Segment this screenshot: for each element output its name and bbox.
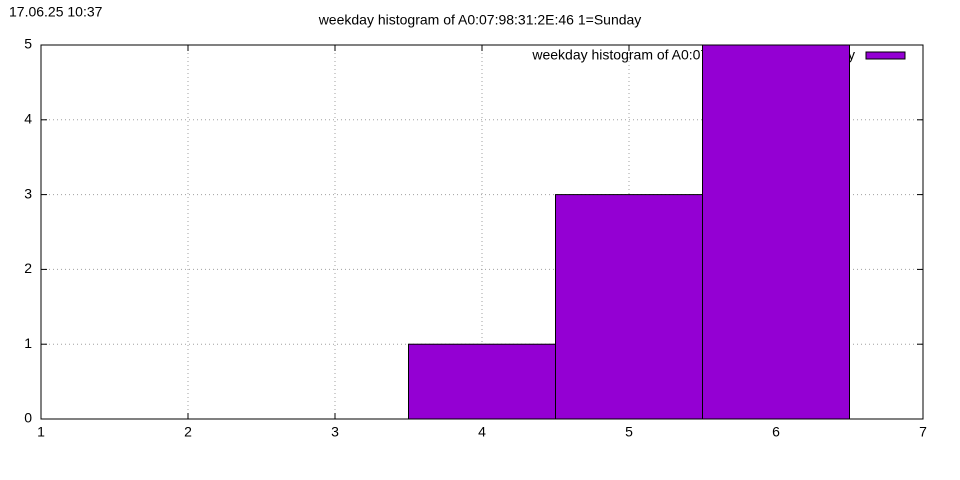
legend-swatch [865, 51, 906, 60]
y-tick-label: 4 [24, 111, 32, 127]
x-tick-label: 4 [478, 424, 486, 440]
x-tick-label: 6 [772, 424, 780, 440]
chart-title: weekday histogram of A0:07:98:31:2E:46 1… [318, 12, 642, 28]
y-tick-label: 5 [24, 36, 32, 52]
timestamp: 17.06.25 10:37 [9, 4, 103, 20]
plot-border [40, 44, 924, 420]
x-tick-label: 5 [625, 424, 633, 440]
y-tick-label: 2 [24, 260, 32, 276]
x-tick-label: 3 [331, 424, 339, 440]
y-tick-label: 0 [24, 410, 32, 426]
x-tick-label: 2 [184, 424, 192, 440]
y-tick-label: 3 [24, 185, 32, 201]
bar [702, 44, 850, 420]
y-tick-label: 1 [24, 335, 32, 351]
bar [555, 194, 703, 420]
x-tick-label: 7 [919, 424, 927, 440]
bar [408, 343, 556, 420]
x-tick-label: 1 [37, 424, 45, 440]
